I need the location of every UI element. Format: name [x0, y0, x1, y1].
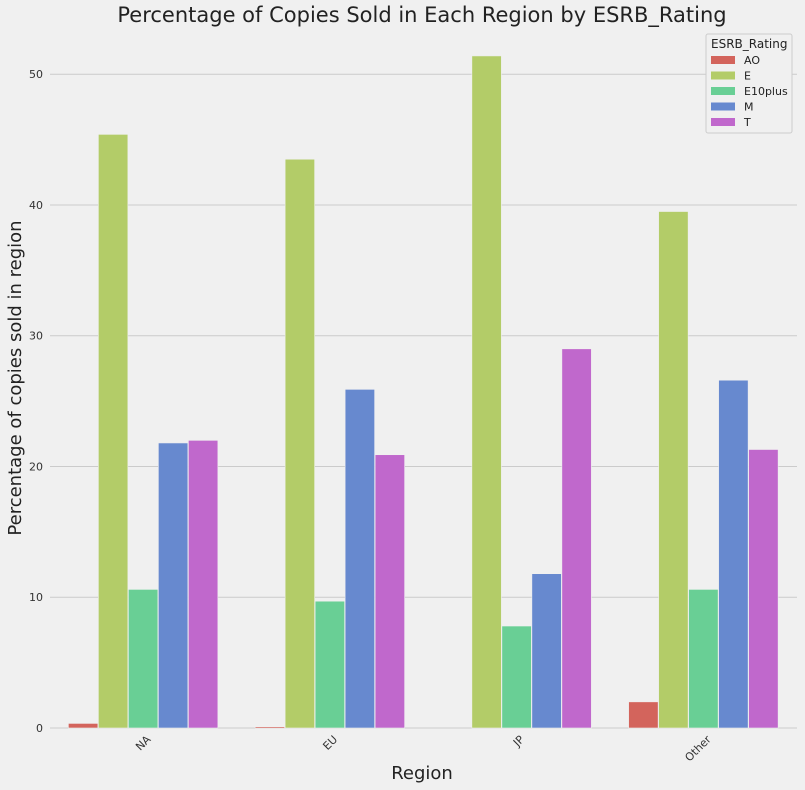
bars [68, 55, 779, 729]
bar-E10plus-EU [314, 600, 345, 729]
bar-AO-Other [628, 701, 659, 729]
y-tick-label: 40 [29, 199, 43, 212]
bar-E-NA [98, 134, 129, 729]
bar-E-JP [471, 55, 502, 729]
bar-M-EU [344, 389, 375, 729]
legend-label-E10plus: E10plus [744, 85, 788, 98]
legend-swatch-E10plus [711, 87, 735, 95]
legend-label-T: T [743, 116, 751, 129]
legend-title: ESRB_Rating [711, 37, 787, 51]
bar-T-Other [748, 449, 779, 729]
y-tick-label: 10 [29, 591, 43, 604]
legend-swatch-AO [711, 56, 735, 64]
y-tick-label: 30 [29, 330, 43, 343]
legend-swatch-T [711, 118, 735, 126]
bar-M-NA [158, 442, 189, 729]
bar-T-JP [561, 348, 592, 729]
legend-label-E: E [744, 70, 751, 83]
bar-E-EU [284, 158, 315, 729]
bar-M-Other [718, 379, 749, 729]
y-tick-labels: 0 10 20 30 40 50 [29, 68, 43, 735]
legend-swatch-M [711, 102, 735, 111]
bar-T-EU [374, 454, 405, 729]
bar-T-NA [188, 440, 219, 729]
chart-title: Percentage of Copies Sold in Each Region… [117, 3, 726, 28]
legend-label-M: M [744, 101, 754, 114]
legend-label-AO: AO [744, 54, 760, 67]
legend: ESRB_Rating AO E E10plus MT [705, 33, 793, 134]
bar-AO-EU [254, 726, 285, 729]
y-tick-label: 20 [29, 460, 43, 473]
bar-M-JP [531, 573, 562, 729]
y-tick-label: 0 [36, 722, 43, 735]
legend-swatch-E [711, 71, 735, 80]
bar-E10plus-JP [501, 625, 532, 729]
y-axis-label: Percentage of copies sold in region [5, 220, 26, 535]
bar-AO-NA [68, 723, 99, 729]
legend-items: AO E E10plus MT [711, 54, 788, 129]
bar-E-Other [658, 211, 689, 729]
bar-E10plus-NA [128, 589, 159, 729]
y-tick-label: 50 [29, 68, 43, 81]
bar-E10plus-Other [688, 589, 719, 729]
x-axis-label: Region [391, 763, 453, 784]
